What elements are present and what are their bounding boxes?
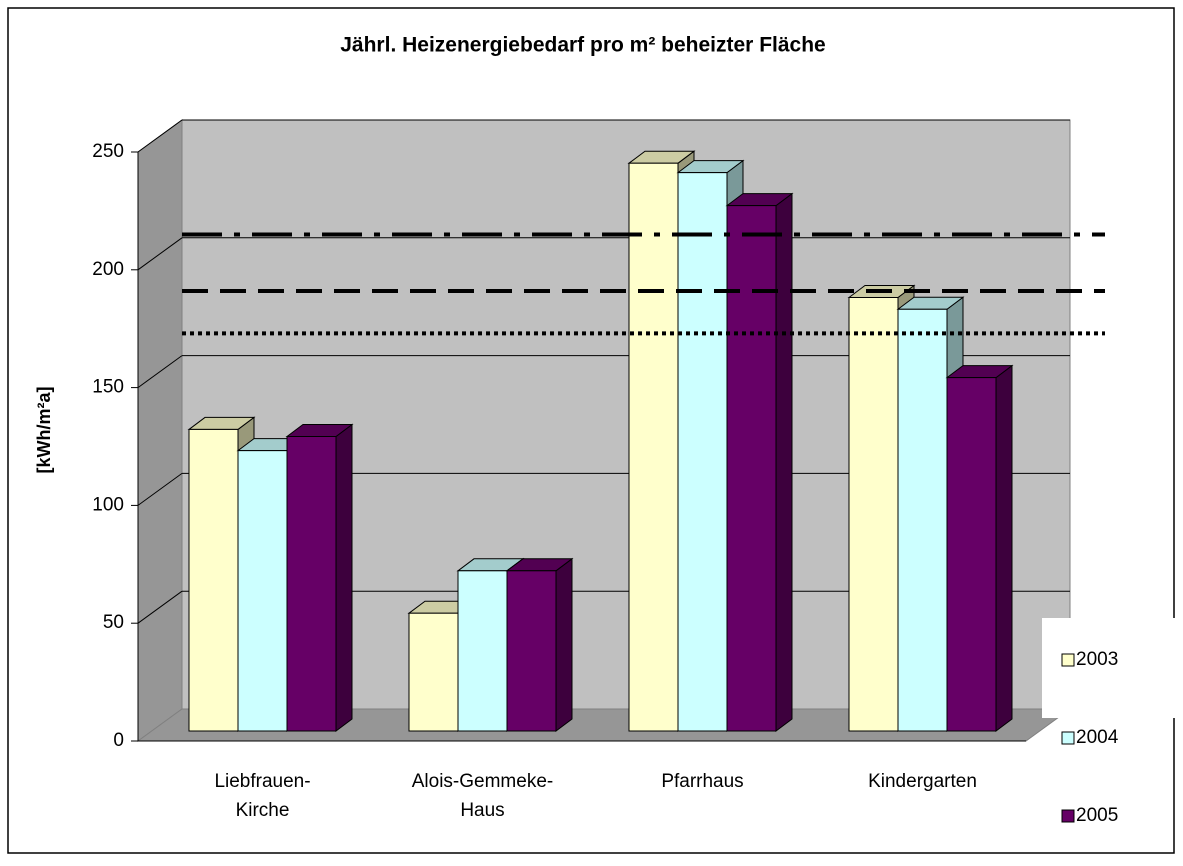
bar — [457, 570, 508, 732]
bar-side — [335, 423, 353, 732]
bar — [237, 450, 288, 732]
legend-swatch — [1061, 809, 1075, 823]
bar-side — [995, 364, 1013, 732]
bar — [726, 205, 777, 732]
grid-line — [137, 355, 183, 389]
bar — [286, 436, 337, 732]
y-axis-label: [kWh/m²a] — [34, 387, 54, 474]
bar — [628, 162, 679, 732]
bar — [946, 377, 997, 732]
legend-label: 2005 — [1076, 805, 1118, 826]
bar — [848, 296, 899, 732]
grid-line — [137, 472, 183, 506]
x-tick-label: Alois-Gemmeke-Haus — [412, 771, 553, 821]
x-tick-label: Kindergarten — [868, 771, 977, 792]
legend-label: 2003 — [1076, 649, 1118, 670]
bar — [408, 612, 459, 732]
bar — [506, 570, 557, 732]
x-tick-label: Liebfrauen-Kirche — [214, 771, 310, 821]
x-tick-label: Pfarrhaus — [661, 771, 743, 792]
side-wall — [137, 119, 183, 742]
bar — [188, 428, 239, 732]
y-tick-label: 250 — [92, 141, 124, 162]
grid-line — [137, 119, 183, 153]
chart-title: Jährl. Heizenergiebedarf pro m² beheizte… — [340, 34, 825, 57]
y-tick-label: 150 — [92, 377, 124, 398]
y-tick-label: 50 — [103, 612, 124, 633]
grid-line — [137, 590, 183, 624]
bar-side — [775, 192, 793, 732]
bar-side — [555, 557, 573, 732]
legend-box — [1042, 618, 1175, 718]
legend-swatch — [1061, 653, 1075, 667]
y-tick-label: 200 — [92, 259, 124, 280]
bar — [677, 172, 728, 732]
legend-label: 2004 — [1076, 727, 1119, 748]
y-tick-label: 100 — [92, 494, 124, 515]
grid-line — [137, 237, 183, 271]
y-tick-label: 0 — [113, 730, 124, 751]
legend-swatch — [1061, 731, 1075, 745]
bar — [897, 308, 948, 732]
